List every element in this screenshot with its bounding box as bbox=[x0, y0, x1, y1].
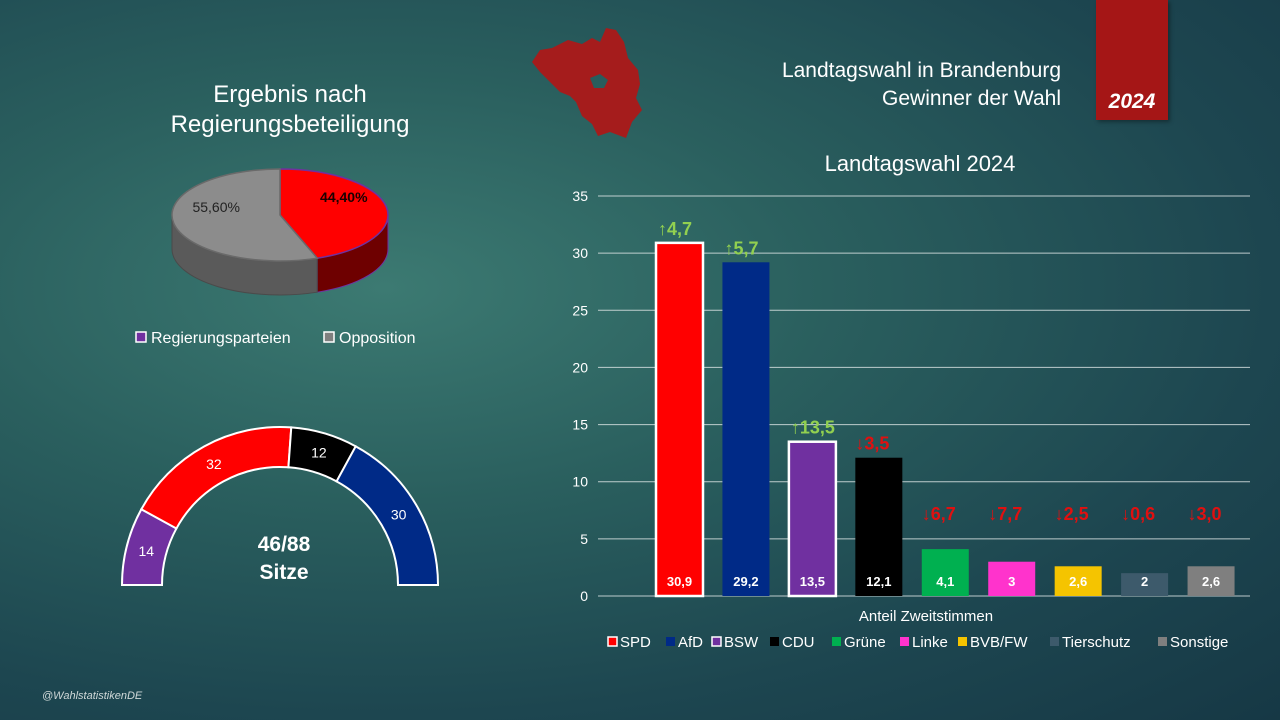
brandenburg-map-icon bbox=[532, 28, 642, 138]
legend-swatch-afd bbox=[666, 637, 675, 646]
legend-label-grne: Grüne bbox=[844, 634, 886, 651]
legend-label-bsw: BSW bbox=[724, 634, 759, 651]
legend-swatch-sonstige bbox=[1158, 637, 1167, 646]
bar-value-label: 2,6 bbox=[1069, 574, 1087, 589]
pie-slice-label: 44,40% bbox=[320, 189, 368, 205]
bar-afd bbox=[722, 262, 770, 596]
legend-swatch-bvbfw bbox=[958, 637, 967, 646]
legend-label-spd: SPD bbox=[620, 634, 651, 651]
y-tick-label: 15 bbox=[572, 417, 588, 433]
bar-change-label: ↓2,5 bbox=[1055, 504, 1089, 524]
pie-chart-title: Ergebnis nach Regierungsbeteiligung bbox=[170, 81, 410, 138]
bar-value-label: 30,9 bbox=[667, 574, 692, 589]
legend-label-tierschutz: Tierschutz bbox=[1062, 634, 1131, 651]
legend-label-sonstige: Sonstige bbox=[1170, 634, 1228, 651]
legend-label-afd: AfD bbox=[678, 634, 703, 651]
seat-segment-afd bbox=[335, 444, 440, 586]
legend-swatch-linke bbox=[900, 637, 909, 646]
legend-swatch-opposition bbox=[323, 331, 335, 343]
pie-slice-opposition bbox=[171, 168, 319, 262]
year-badge: 2024 bbox=[1096, 0, 1168, 120]
bar-change-label: ↑5,7 bbox=[724, 238, 758, 258]
legend-swatch-grne bbox=[832, 637, 841, 646]
bar-spd bbox=[654, 241, 705, 598]
seat-segment-label: 30 bbox=[391, 507, 407, 523]
main-subtitle: Gewinner der Wahl bbox=[882, 87, 1061, 110]
legend-swatch-cdu bbox=[770, 637, 779, 646]
bar-bsw bbox=[787, 440, 838, 598]
legend-swatch-spd bbox=[607, 636, 618, 647]
bar-value-label: 4,1 bbox=[936, 574, 954, 589]
pie-slice-label: 55,60% bbox=[192, 199, 239, 215]
legend-label-bvbfw: BVB/FW bbox=[970, 634, 1028, 651]
y-tick-label: 5 bbox=[580, 531, 588, 547]
bar-value-label: 13,5 bbox=[800, 574, 825, 589]
y-tick-label: 35 bbox=[572, 188, 588, 204]
seat-segment-label: 14 bbox=[138, 543, 154, 559]
y-tick-label: 30 bbox=[572, 245, 588, 261]
bar-value-label: 12,1 bbox=[866, 574, 891, 589]
legend-label-regierungsparteien: Regierungsparteien bbox=[151, 330, 291, 347]
y-tick-label: 0 bbox=[580, 588, 588, 604]
legend-label-opposition: Opposition bbox=[339, 330, 416, 347]
bar-cdu bbox=[855, 457, 903, 596]
bar-change-label: ↓7,7 bbox=[988, 504, 1022, 524]
seat-center-fraction: 46/88 bbox=[258, 533, 311, 556]
pie-slice-regierungsparteien bbox=[279, 168, 389, 259]
seat-segment-label: 32 bbox=[206, 456, 222, 472]
main-title: Landtagswahl in Brandenburg bbox=[781, 59, 1061, 82]
bar-change-label: ↓3,5 bbox=[855, 434, 889, 454]
x-axis-label: Anteil Zweitstimmen bbox=[859, 608, 993, 625]
bar-change-label: ↑4,7 bbox=[658, 219, 692, 239]
y-tick-label: 20 bbox=[572, 359, 588, 375]
seat-center-label: Sitze bbox=[259, 561, 308, 584]
legend-swatch-tierschutz bbox=[1050, 637, 1059, 646]
legend-swatch-bsw bbox=[711, 636, 722, 647]
bar-chart-title: Landtagswahl 2024 bbox=[824, 151, 1016, 176]
year-badge-label: 2024 bbox=[1108, 90, 1156, 113]
copyright-credit: @WahlstatistikenDE bbox=[42, 690, 143, 702]
legend-label-linke: Linke bbox=[912, 634, 948, 651]
seat-segment-label: 12 bbox=[311, 445, 327, 461]
bar-value-label: 2,6 bbox=[1202, 574, 1220, 589]
bar-bvbfw bbox=[1054, 566, 1102, 596]
bar-change-label: ↓6,7 bbox=[922, 504, 956, 524]
bar-linke bbox=[988, 561, 1036, 596]
legend-label-cdu: CDU bbox=[782, 634, 815, 651]
y-tick-label: 10 bbox=[572, 474, 588, 490]
y-tick-label: 25 bbox=[572, 302, 588, 318]
bar-value-label: 2 bbox=[1141, 574, 1148, 589]
bar-value-label: 3 bbox=[1008, 574, 1015, 589]
bar-sonstige bbox=[1187, 566, 1235, 596]
legend-swatch-regierungsparteien bbox=[135, 331, 147, 343]
bar-change-label: ↓3,0 bbox=[1188, 504, 1222, 524]
bar-tierschutz bbox=[1121, 573, 1169, 596]
header-titles: Landtagswahl in Brandenburg Gewinner der… bbox=[620, 57, 1061, 113]
bar-grne bbox=[921, 549, 969, 596]
bar-change-label: ↑13,5 bbox=[791, 418, 835, 438]
bar-value-label: 29,2 bbox=[733, 574, 758, 589]
bar-change-label: ↓0,6 bbox=[1121, 504, 1155, 524]
